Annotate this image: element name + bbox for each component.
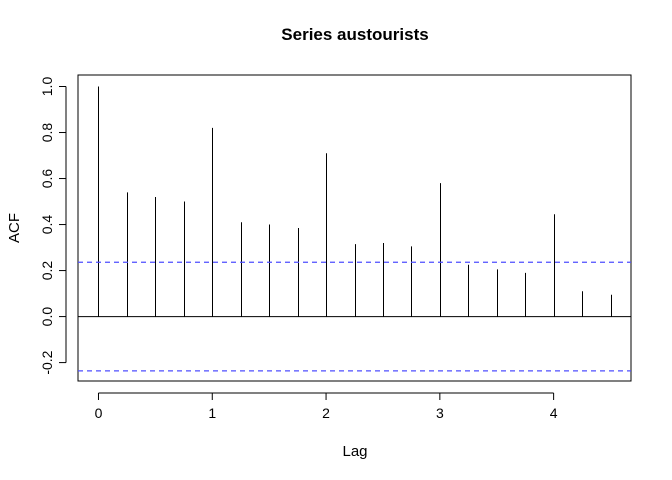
- x-tick-label: 4: [550, 405, 558, 421]
- y-tick-label: 1.0: [39, 77, 55, 97]
- x-axis: 0 1 2 3 4: [95, 392, 558, 421]
- y-tick-label: -0.2: [39, 350, 55, 374]
- x-tick-label: 0: [95, 405, 103, 421]
- acf-bars: [98, 86, 612, 317]
- y-tick-label: 0.8: [39, 123, 55, 143]
- y-tick-label: 0.6: [39, 169, 55, 189]
- x-axis-label: Lag: [342, 443, 367, 460]
- confidence-bounds: [78, 261, 631, 372]
- chart-title: Series austourists: [281, 25, 428, 44]
- plot-area-frame: [77, 74, 632, 382]
- x-tick-label: 2: [322, 405, 330, 421]
- y-axis: -0.2 0.0 0.2 0.4 0.6 0.8 1.0: [39, 77, 67, 375]
- y-axis-label: ACF: [6, 213, 23, 243]
- x-tick-label: 3: [436, 405, 444, 421]
- x-tick-label: 1: [208, 405, 216, 421]
- y-tick-label: 0.0: [39, 307, 55, 327]
- y-tick-label: 0.2: [39, 261, 55, 281]
- y-tick-label: 0.4: [39, 215, 55, 235]
